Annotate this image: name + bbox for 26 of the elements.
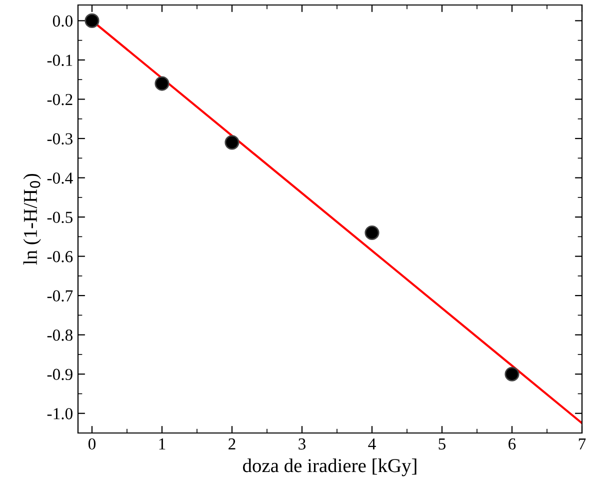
x-tick-label: 3 bbox=[298, 438, 306, 450]
y-tick-label: -0.6 bbox=[47, 251, 73, 262]
x-tick-label: 7 bbox=[578, 438, 586, 450]
y-tick-label: -0.4 bbox=[47, 172, 73, 184]
x-tick-label: 2 bbox=[228, 438, 236, 450]
x-axis-title: doza de iradiere [kGy] bbox=[242, 458, 416, 476]
y-tick-label: -0.7 bbox=[47, 290, 73, 302]
x-tick-label: 5 bbox=[438, 438, 446, 450]
x-tick-label: 4 bbox=[368, 438, 376, 450]
point bbox=[504, 366, 520, 382]
y-tick-label: 0.0 bbox=[52, 15, 73, 27]
y-axis-title: ln (1-H/H$_{0}$) bbox=[23, 174, 41, 265]
y-tick-label: -0.8 bbox=[47, 330, 73, 341]
y-tick-label: -0.3 bbox=[47, 133, 72, 145]
x-tick-label: 1 bbox=[159, 438, 166, 450]
x-tick-label: 6 bbox=[508, 438, 516, 450]
y-tick-label: -0.1 bbox=[47, 54, 72, 66]
point bbox=[154, 76, 170, 91]
point bbox=[224, 135, 240, 150]
y-tick-label: -0.5 bbox=[47, 212, 72, 224]
y-tick-label: -0.2 bbox=[47, 94, 72, 106]
x-tick-label: 0 bbox=[88, 438, 96, 450]
y-tick-label: -1.0 bbox=[47, 408, 73, 420]
y-tick-label: -0.9 bbox=[47, 368, 72, 380]
point bbox=[84, 13, 100, 28]
point bbox=[364, 225, 380, 240]
